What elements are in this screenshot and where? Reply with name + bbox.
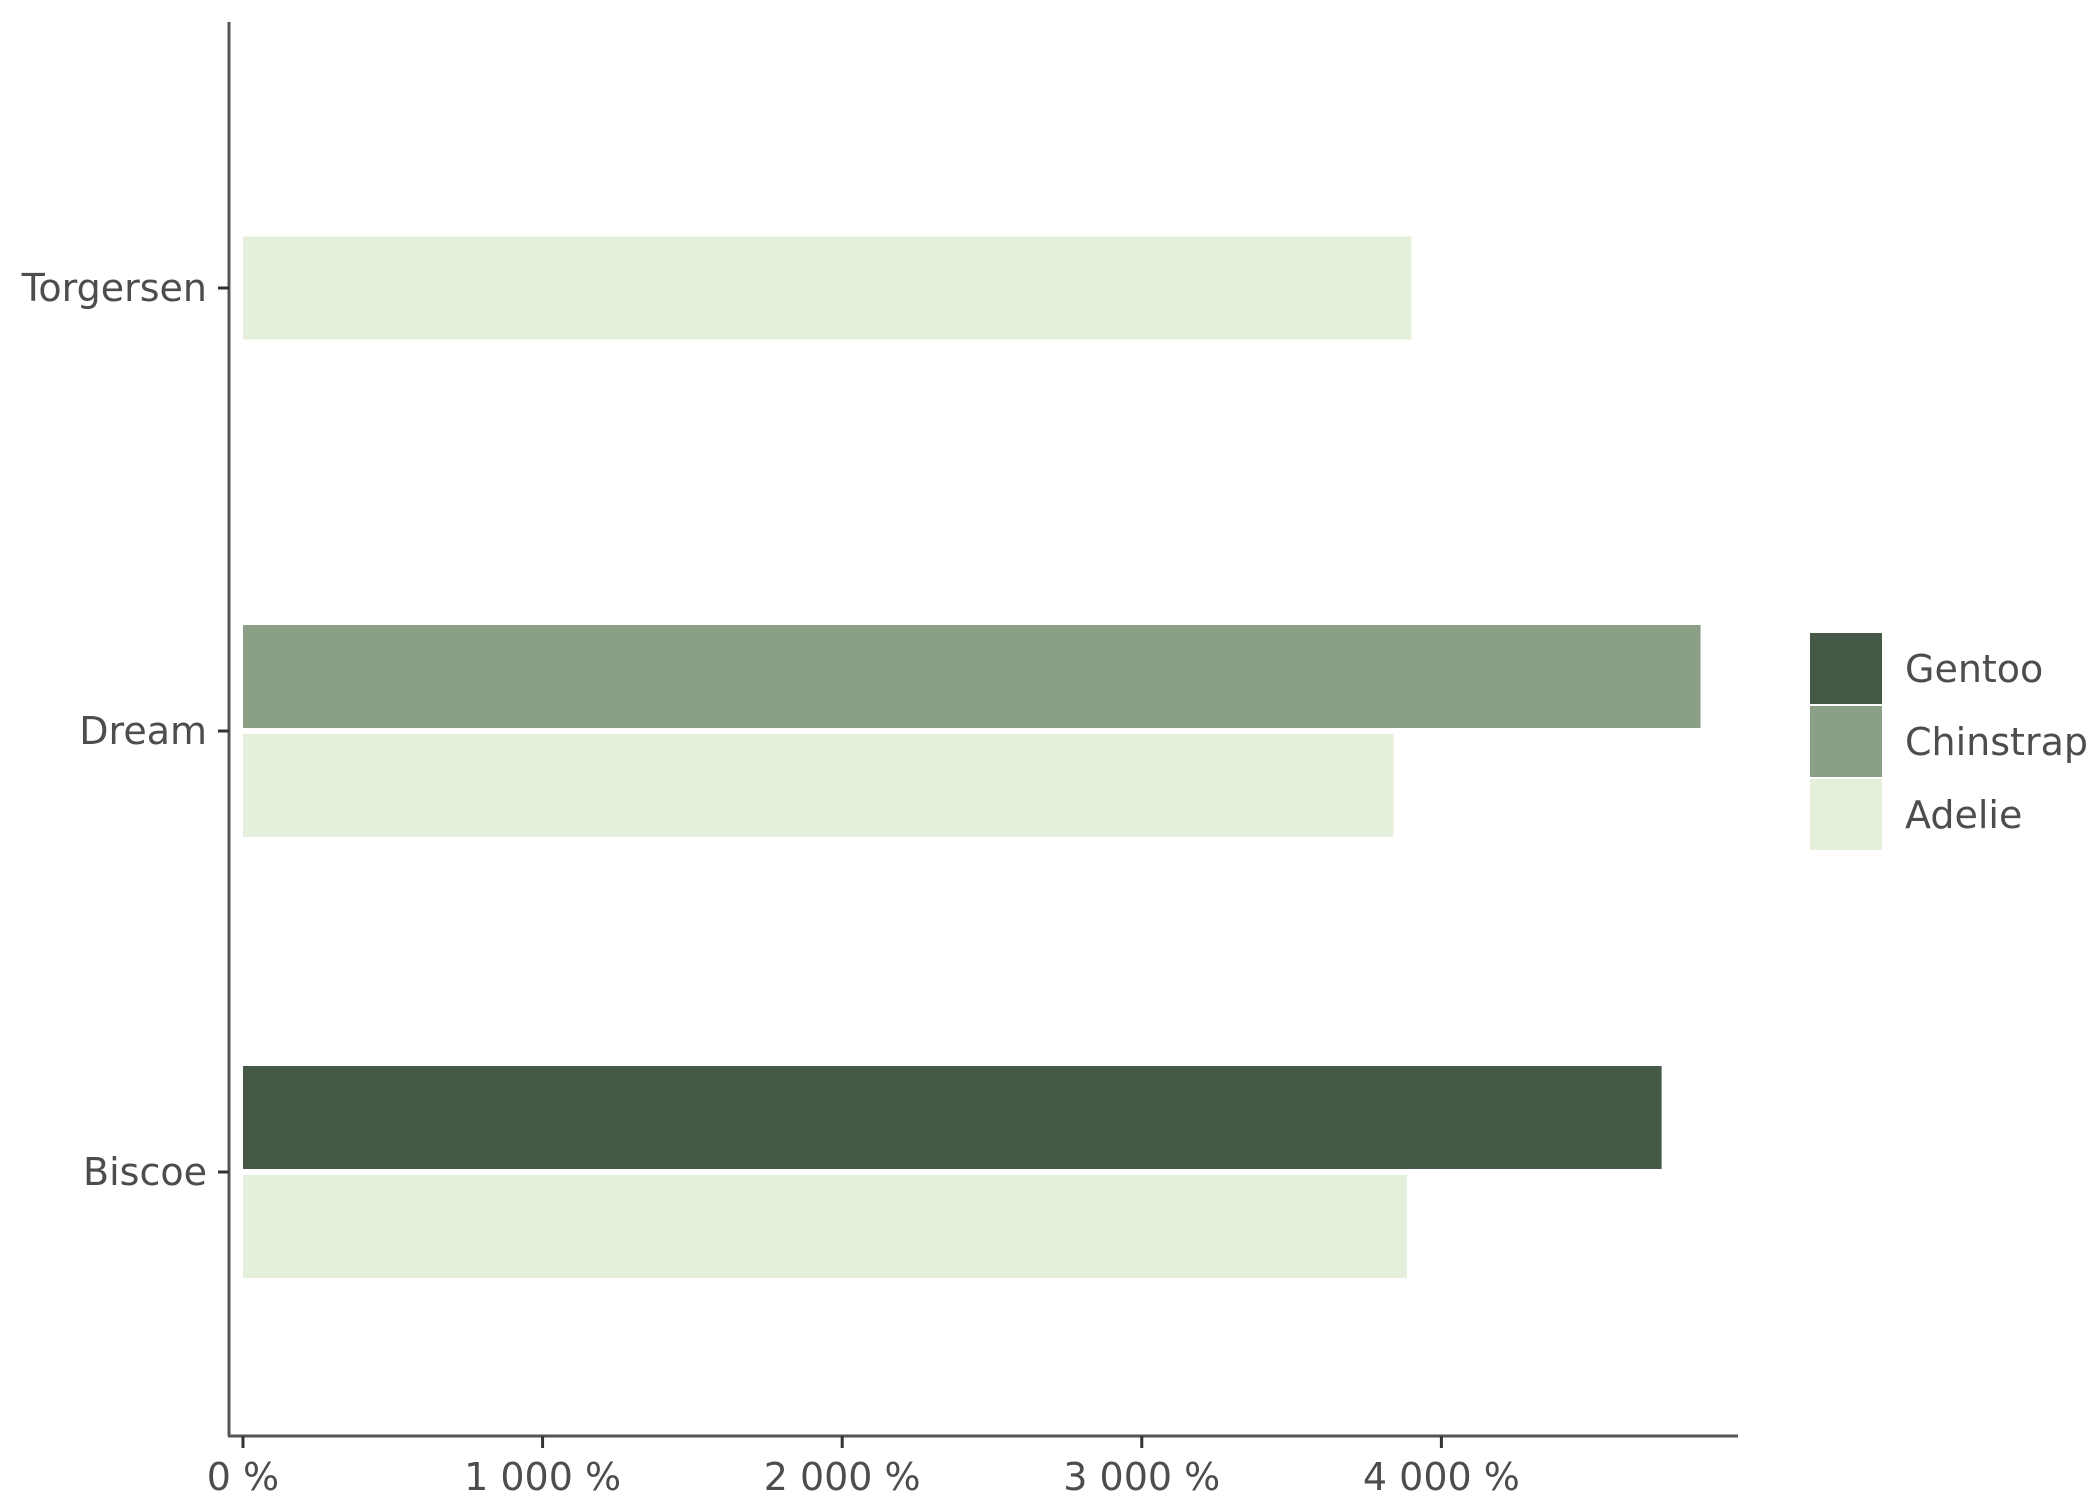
bar-dream-adelie [242, 734, 1394, 837]
legend-key-adelie [1810, 779, 1882, 850]
x-axis-ticks: 0 % 1 000 % 2 000 % 3 000 % 4 000 % [207, 1436, 1520, 1499]
x-tick-label: 4 000 % [1363, 1455, 1520, 1499]
y-tick-label: Torgersen [21, 266, 207, 310]
x-tick-label: 1 000 % [464, 1455, 621, 1499]
bars-group [242, 236, 1701, 1278]
bar-torgersen-adelie [242, 236, 1412, 340]
y-tick-label: Biscoe [83, 1150, 207, 1194]
legend-label-adelie: Adelie [1905, 793, 2022, 837]
legend-label-gentoo: Gentoo [1905, 647, 2043, 691]
x-tick-label: 0 % [207, 1455, 279, 1499]
bar-biscoe-adelie [242, 1175, 1407, 1278]
legend: Gentoo Chinstrap Adelie [1810, 633, 2088, 850]
bar-dream-chinstrap [242, 625, 1701, 728]
x-tick-label: 2 000 % [764, 1455, 921, 1499]
legend-key-chinstrap [1810, 706, 1882, 777]
x-tick-label: 3 000 % [1063, 1455, 1220, 1499]
legend-key-gentoo [1810, 633, 1882, 704]
legend-label-chinstrap: Chinstrap [1905, 720, 2088, 764]
y-tick-label: Dream [79, 709, 207, 753]
y-axis-ticks: Biscoe Dream Torgersen [21, 266, 229, 1194]
bar-biscoe-gentoo [242, 1066, 1662, 1169]
